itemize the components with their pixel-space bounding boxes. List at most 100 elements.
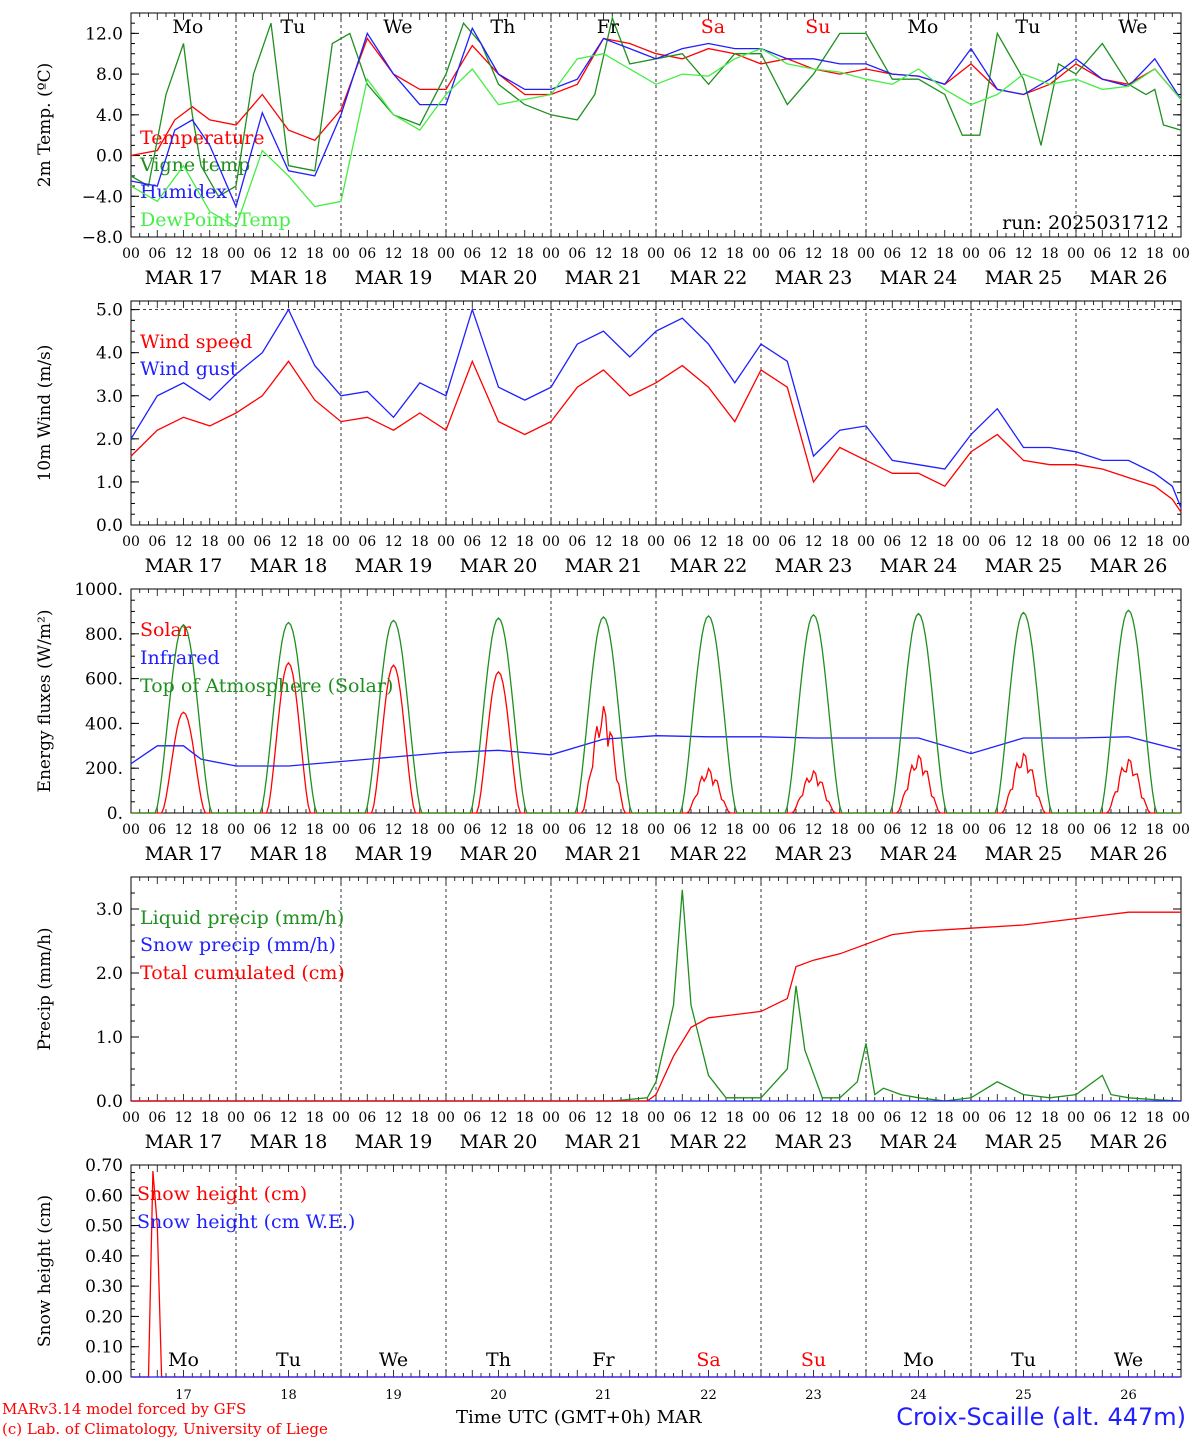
series-line	[130, 26, 1182, 209]
hour-tick-label: 18	[411, 1110, 429, 1126]
legend-entry: Liquid precip (mm/h)	[140, 907, 344, 929]
y-tick-label: 0.60	[85, 1186, 123, 1206]
hour-tick-label: 00	[962, 822, 980, 838]
hour-tick-label: 06	[568, 246, 586, 262]
day-number-label: 18	[280, 1388, 297, 1403]
hour-tick-label: 00	[1172, 822, 1190, 838]
date-label: MAR 21	[565, 1131, 643, 1153]
hour-tick-label: 06	[568, 822, 586, 838]
hour-tick-label: 06	[778, 822, 796, 838]
date-label: MAR 17	[145, 555, 223, 577]
date-label: MAR 23	[775, 555, 853, 577]
hour-tick-label: 06	[988, 246, 1006, 262]
time-axis-label: Time UTC (GMT+0h) MAR	[456, 1407, 702, 1428]
hour-tick-label: 06	[673, 534, 691, 550]
legend-entry: DewPoint Temp	[140, 209, 291, 231]
y-tick-label: 2.0	[96, 430, 123, 450]
weekday-label: Th	[490, 16, 515, 38]
hour-tick-label: 12	[595, 1110, 613, 1126]
hour-tick-label: 18	[306, 534, 324, 550]
hour-tick-label: 12	[700, 246, 718, 262]
date-label: MAR 19	[355, 555, 433, 577]
hour-tick-label: 18	[936, 822, 954, 838]
y-tick-label: 200.	[85, 759, 123, 779]
hour-tick-label: 00	[647, 246, 665, 262]
hour-tick-label: 00	[437, 822, 455, 838]
date-label: MAR 20	[460, 843, 538, 865]
hour-tick-label: 12	[595, 822, 613, 838]
date-label: MAR 22	[670, 267, 748, 289]
date-label: MAR 17	[145, 1131, 223, 1153]
hour-tick-label: 18	[516, 822, 534, 838]
hour-tick-label: 00	[227, 1110, 245, 1126]
weekday-label: Sa	[701, 16, 725, 38]
hour-tick-label: 00	[227, 534, 245, 550]
y-tick-label: 4.0	[96, 106, 123, 126]
hour-tick-label: 06	[148, 246, 166, 262]
date-label: MAR 26	[1090, 1131, 1168, 1153]
hour-tick-label: 00	[857, 1110, 875, 1126]
hour-tick-label: 18	[936, 246, 954, 262]
y-tick-label: 0.50	[85, 1217, 123, 1237]
date-label: MAR 22	[670, 843, 748, 865]
hour-tick-label: 00	[227, 822, 245, 838]
weekday-label: Sa	[696, 1349, 720, 1371]
hour-tick-label: 12	[280, 246, 298, 262]
hour-tick-label: 18	[1146, 246, 1164, 262]
hour-tick-label: 06	[883, 534, 901, 550]
hour-tick-label: 06	[778, 1110, 796, 1126]
hour-tick-label: 18	[1041, 822, 1059, 838]
day-number-label: 19	[385, 1388, 402, 1403]
hour-tick-label: 12	[490, 246, 508, 262]
hour-tick-label: 12	[910, 1110, 928, 1126]
series-line	[130, 47, 1182, 228]
date-label: MAR 26	[1090, 267, 1168, 289]
y-tick-label: 0.0	[96, 516, 123, 536]
day-number-label: 23	[805, 1388, 822, 1403]
hour-tick-label: 18	[516, 246, 534, 262]
hour-tick-label: 00	[122, 822, 140, 838]
weekday-label: We	[379, 1349, 408, 1371]
date-label: MAR 24	[880, 555, 958, 577]
hour-tick-label: 06	[253, 534, 271, 550]
date-label: MAR 19	[355, 267, 433, 289]
hour-tick-label: 12	[700, 534, 718, 550]
hour-tick-label: 12	[1015, 534, 1033, 550]
hour-tick-label: 18	[831, 246, 849, 262]
date-label: MAR 19	[355, 843, 433, 865]
y-tick-label: −4.0	[82, 187, 123, 207]
day-number-label: 20	[490, 1388, 507, 1403]
weekday-label: Tu	[276, 1349, 301, 1371]
hour-tick-label: 00	[332, 1110, 350, 1126]
hour-tick-label: 18	[726, 1110, 744, 1126]
date-label: MAR 19	[355, 1131, 433, 1153]
hour-tick-label: 06	[883, 822, 901, 838]
hour-tick-label: 06	[358, 822, 376, 838]
hour-tick-label: 06	[253, 1110, 271, 1126]
series-line	[131, 609, 1181, 814]
hour-tick-label: 06	[568, 1110, 586, 1126]
date-label: MAR 23	[775, 843, 853, 865]
date-label: MAR 21	[565, 843, 643, 865]
hour-tick-label: 18	[306, 822, 324, 838]
y-tick-label: 1.0	[96, 1028, 123, 1048]
date-label: MAR 17	[145, 267, 223, 289]
copyright: (c) Lab. of Climatology, University of L…	[2, 1420, 328, 1438]
date-label: MAR 18	[250, 1131, 328, 1153]
hour-tick-label: 18	[936, 534, 954, 550]
hour-tick-label: 06	[1093, 1110, 1111, 1126]
y-tick-label: 2.0	[96, 964, 123, 984]
date-label: MAR 25	[985, 555, 1063, 577]
legend-entry: Snow precip (mm/h)	[140, 934, 336, 956]
legend-entry: Wind gust	[140, 358, 238, 380]
date-label: MAR 17	[145, 843, 223, 865]
hour-tick-label: 18	[306, 246, 324, 262]
hour-tick-label: 06	[988, 1110, 1006, 1126]
hour-tick-label: 12	[280, 534, 298, 550]
hour-tick-label: 18	[936, 1110, 954, 1126]
hour-tick-label: 12	[490, 534, 508, 550]
hour-tick-label: 12	[1120, 246, 1138, 262]
hour-tick-label: 18	[411, 534, 429, 550]
hour-tick-label: 00	[332, 534, 350, 550]
run-annotation: run: 2025031712	[1002, 212, 1169, 234]
